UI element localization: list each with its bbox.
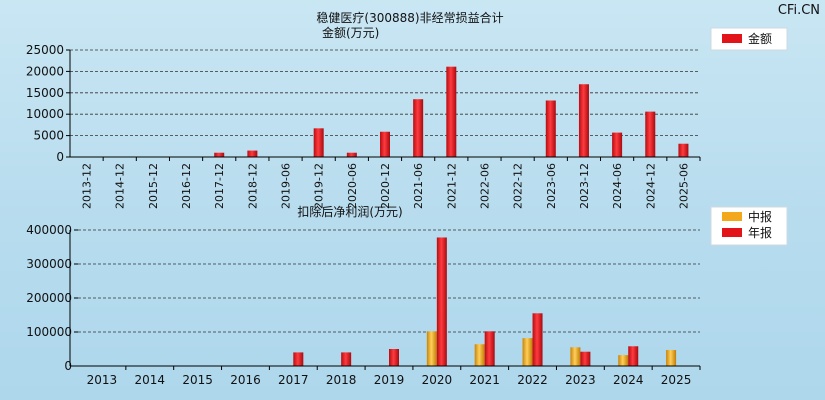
x-tick-label: 2013 [87,373,118,387]
chart-1-bars [214,66,689,157]
y-tick-label: 15000 [26,86,64,100]
chart-1-title: 稳健医疗(300888)非经常损益合计 [316,10,503,25]
chart-1-x-axis: 2013-12 2014-12 2015-12 2016-12 2017-12 2018-… [81,157,701,209]
chart-2-gridlines [78,229,700,333]
x-tick-label: 2025 [661,373,692,387]
bar-amount [313,128,324,157]
chart-1-gridlines [70,49,700,137]
bar-amount [678,143,689,157]
x-tick-label: 2016-12 [180,163,193,209]
x-tick-label: 2024-12 [644,163,657,209]
bar-half-year [570,347,581,366]
bar-amount [545,100,556,157]
bar-annual [436,237,447,366]
y-tick-label: 20000 [26,64,64,78]
legend-swatch-amount [722,34,742,43]
x-tick-label: 2020 [422,373,453,387]
bar-amount [247,150,258,157]
bar-amount [346,152,357,157]
bar-amount [578,84,589,157]
x-tick-label: 2018-12 [246,163,259,209]
bar-amount [645,111,656,157]
x-tick-label: 2020-06 [346,163,359,209]
x-tick-label: 2025-06 [677,163,690,209]
y-tick-label: 0 [64,359,72,373]
y-tick-label: 5000 [33,129,64,143]
brand-watermark: CFi.CN [778,3,820,18]
bar-annual [484,331,495,366]
legend-label-annual: 年报 [748,225,772,240]
bar-amount [380,131,390,157]
x-tick-label: 2021 [469,373,500,387]
x-tick-label: 2014 [134,373,165,387]
x-tick-label: 2023 [565,373,596,387]
chart-1: 稳健医疗(300888)非经常损益合计 金额(万元) 0 5000 10000 150… [26,10,788,209]
bar-annual [389,349,399,366]
x-tick-label: 2018 [326,373,357,387]
chart-1-legend-box [710,27,788,51]
legend-swatch-half-year [722,212,742,221]
y-tick-label: 0 [56,150,64,164]
y-tick-label: 25000 [26,43,64,57]
x-tick-label: 2020-12 [379,163,392,209]
x-tick-label: 2015 [182,373,213,387]
x-tick-label: 2019-06 [280,163,293,209]
x-tick-label: 2021-06 [412,163,425,209]
chart-2-title: 扣除后净利润(万元) [297,204,402,219]
x-tick-label: 2013-12 [81,163,94,209]
x-tick-label: 2022 [517,373,548,387]
chart-1-ylabel: 金额(万元) [322,25,379,40]
bar-annual [293,352,304,366]
bar-amount [446,66,457,157]
bar-annual [341,352,352,366]
bar-annual [628,346,639,366]
y-tick-label: 100000 [26,325,72,339]
y-tick-label: 10000 [26,107,64,121]
x-tick-label: 2023-12 [578,163,591,209]
x-tick-label: 2014-12 [114,163,127,209]
x-tick-label: 2023-06 [545,163,558,209]
legend-label-half-year: 中报 [748,209,772,224]
x-tick-label: 2019-12 [313,163,326,209]
x-tick-label: 2024-06 [611,163,624,209]
bar-half-year [522,338,533,366]
bar-amount [214,152,225,157]
bar-amount [413,99,424,157]
chart-2-y-axis: 0 100000 200000 300000 400000 [26,223,78,373]
x-tick-label: 2022-06 [478,163,491,209]
legend-label-amount: 金额 [748,31,772,46]
bar-annual [532,313,543,366]
x-tick-label: 2017-12 [213,163,226,209]
bar-half-year [666,350,677,366]
y-tick-label: 200000 [26,291,72,305]
chart-2-x-axis: 2013 2014 2015 2016 2017 2018 2019 2020 2021 2022… [87,366,701,387]
x-tick-label: 2019 [374,373,405,387]
x-tick-label: 2017 [278,373,309,387]
chart-2-bars [293,237,677,366]
y-tick-label: 400000 [26,223,72,237]
legend-swatch-annual [722,228,742,237]
bar-half-year [474,344,485,366]
chart-1-y-axis: 0 5000 10000 15000 20000 25000 [26,43,70,164]
y-tick-label: 300000 [26,257,72,271]
bar-half-year [426,331,437,366]
x-tick-label: 2015-12 [147,163,160,209]
x-tick-label: 2016 [230,373,261,387]
x-tick-label: 2021-12 [445,163,458,209]
chart-2-legend: 中报 年报 [710,206,788,246]
bar-half-year [618,355,629,366]
bar-annual [580,351,591,366]
bar-amount [612,132,623,157]
chart-2: 扣除后净利润(万元) 0 100000 200000 300000 400000 201… [26,204,788,387]
x-tick-label: 2022-12 [512,163,525,209]
x-tick-label: 2024 [613,373,644,387]
chart-1-legend: 金额 [710,27,788,51]
